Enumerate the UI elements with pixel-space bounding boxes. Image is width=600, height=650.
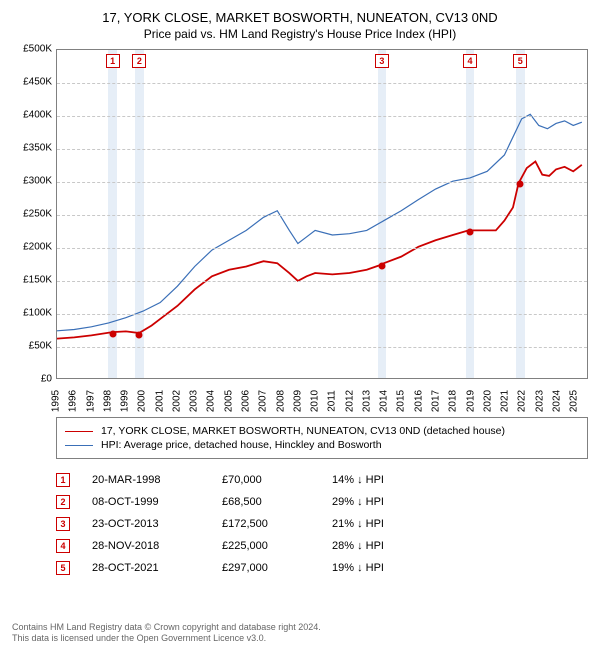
x-tick-label: 2017 [431,390,442,412]
y-tick-label: £0 [12,374,52,385]
x-tick-label: 1996 [68,390,79,412]
legend-item-hpi: HPI: Average price, detached house, Hinc… [65,438,579,452]
y-tick-label: £350K [12,143,52,154]
sale-diff: 29% ↓ HPI [332,496,588,508]
x-tick-label: 1995 [51,390,62,412]
sale-row: 1 20-MAR-1998£70,00014% ↓ HPI [56,469,588,491]
page-subtitle: Price paid vs. HM Land Registry's House … [12,27,588,41]
x-tick-label: 2023 [534,390,545,412]
sale-date: 08-OCT-1999 [92,496,222,508]
sale-date: 28-OCT-2021 [92,562,222,574]
x-tick-label: 2001 [154,390,165,412]
legend-label: HPI: Average price, detached house, Hinc… [101,439,382,451]
sale-marker-number: 1 [106,54,120,68]
sale-number-box: 1 [56,473,70,487]
x-tick-label: 2007 [258,390,269,412]
y-tick-label: £200K [12,242,52,253]
y-tick-label: £150K [12,275,52,286]
x-tick-label: 1998 [102,390,113,412]
x-tick-label: 2018 [448,390,459,412]
line-layer [57,50,587,378]
page-title: 17, YORK CLOSE, MARKET BOSWORTH, NUNEATO… [12,10,588,25]
x-tick-label: 2014 [379,390,390,412]
x-tick-label: 2021 [500,390,511,412]
sale-row: 5 28-OCT-2021£297,00019% ↓ HPI [56,557,588,579]
x-tick-label: 2013 [361,390,372,412]
y-tick-label: £50K [12,341,52,352]
series-price_paid [57,162,582,339]
sale-marker-number: 3 [375,54,389,68]
sale-price: £225,000 [222,540,332,552]
x-tick-label: 2012 [344,390,355,412]
footer-line: This data is licensed under the Open Gov… [12,633,588,644]
sale-dot [466,228,473,235]
sale-date: 23-OCT-2013 [92,518,222,530]
x-tick-label: 2020 [482,390,493,412]
x-tick-label: 2015 [396,390,407,412]
x-tick-label: 2011 [327,390,338,412]
x-tick-label: 2002 [171,390,182,412]
x-axis: 1995199619971998199920002001200220032004… [56,381,588,409]
x-tick-label: 2019 [465,390,476,412]
sale-number-box: 2 [56,495,70,509]
sale-dot [109,330,116,337]
x-tick-label: 2016 [413,390,424,412]
sale-number-box: 3 [56,517,70,531]
x-tick-label: 1999 [120,390,131,412]
x-tick-label: 2024 [551,390,562,412]
sales-table: 1 20-MAR-1998£70,00014% ↓ HPI 2 08-OCT-1999… [56,469,588,579]
y-tick-label: £400K [12,110,52,121]
sale-diff: 21% ↓ HPI [332,518,588,530]
y-tick-label: £500K [12,44,52,55]
sale-diff: 28% ↓ HPI [332,540,588,552]
sale-date: 20-MAR-1998 [92,474,222,486]
sale-dot [136,331,143,338]
legend-item-price-paid: 17, YORK CLOSE, MARKET BOSWORTH, NUNEATO… [65,424,579,438]
sale-marker-number: 5 [513,54,527,68]
chart: £0 £50K £100K £150K £200K £250K £300K £350K £400… [12,49,588,409]
sale-price: £70,000 [222,474,332,486]
x-tick-label: 2025 [569,390,580,412]
sale-dot [517,180,524,187]
sale-row: 3 23-OCT-2013£172,50021% ↓ HPI [56,513,588,535]
sale-diff: 14% ↓ HPI [332,474,588,486]
sale-marker-number: 2 [132,54,146,68]
sale-price: £297,000 [222,562,332,574]
legend-label: 17, YORK CLOSE, MARKET BOSWORTH, NUNEATO… [101,425,505,437]
plot-area: 12 3 4 5 [56,49,588,379]
sale-dot [378,263,385,270]
legend-swatch [65,431,93,432]
sale-diff: 19% ↓ HPI [332,562,588,574]
x-tick-label: 2010 [310,390,321,412]
x-tick-label: 2022 [517,390,528,412]
x-tick-label: 2003 [189,390,200,412]
legend: 17, YORK CLOSE, MARKET BOSWORTH, NUNEATO… [56,417,588,459]
x-tick-label: 2000 [137,390,148,412]
sale-row: 4 28-NOV-2018£225,00028% ↓ HPI [56,535,588,557]
sale-date: 28-NOV-2018 [92,540,222,552]
y-tick-label: £300K [12,176,52,187]
y-tick-label: £100K [12,308,52,319]
sale-number-box: 5 [56,561,70,575]
sale-row: 2 08-OCT-1999£68,50029% ↓ HPI [56,491,588,513]
x-tick-label: 2006 [241,390,252,412]
x-tick-label: 2008 [275,390,286,412]
x-tick-label: 2009 [292,390,303,412]
footer-line: Contains HM Land Registry data © Crown c… [12,622,588,633]
legend-swatch [65,445,93,446]
footer: Contains HM Land Registry data © Crown c… [12,622,588,645]
x-tick-label: 1997 [85,390,96,412]
y-tick-label: £450K [12,77,52,88]
sale-number-box: 4 [56,539,70,553]
sale-price: £172,500 [222,518,332,530]
sale-price: £68,500 [222,496,332,508]
x-tick-label: 2004 [206,390,217,412]
y-tick-label: £250K [12,209,52,220]
sale-marker-number: 4 [463,54,477,68]
x-tick-label: 2005 [223,390,234,412]
